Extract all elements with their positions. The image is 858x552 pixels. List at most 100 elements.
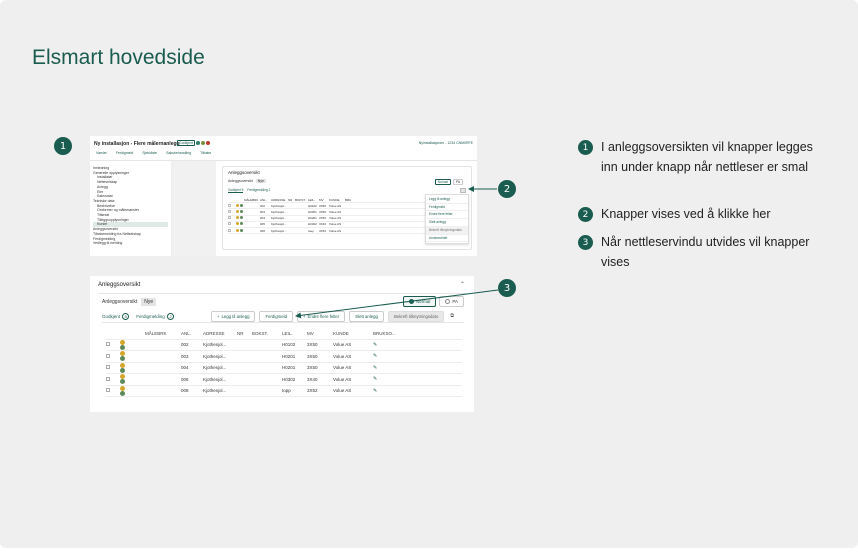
table-cell: Kjothesjol...: [271, 203, 287, 208]
sidebar-item[interactable]: Tilleggsopplysninger: [97, 217, 129, 222]
column-header: BOKST.: [252, 330, 269, 336]
table-row[interactable]: 002 Kjothesjol... H0102 3X50 Volue AS: [228, 203, 428, 210]
row-checkbox[interactable]: [106, 388, 120, 393]
tab-ferdigmelding[interactable]: Ferdigmelding 2: [247, 188, 271, 192]
sidebar-item[interactable]: Generelle opplysninger: [93, 170, 129, 175]
table-cell: 3X50: [319, 216, 327, 221]
status-icon: [120, 362, 125, 368]
menu-sjekkliste[interactable]: Sjekkliste: [142, 151, 158, 155]
table-row[interactable]: 004 Kjothesjol... H0201 3X50 Volue AS ✎: [106, 362, 462, 374]
dropdown-item[interactable]: Legg til anlegg: [426, 196, 468, 204]
toggle-pa[interactable]: PA: [452, 179, 463, 185]
sidebar-item[interactable]: Tilførsel: [97, 213, 110, 218]
sidebar-item[interactable]: Beskrivelse: [97, 203, 115, 208]
sidebar-item[interactable]: Kurser: [93, 222, 168, 228]
checkbox[interactable]: [106, 342, 110, 347]
checkbox[interactable]: [228, 209, 231, 213]
sidebar-item[interactable]: Anlegg: [97, 184, 108, 189]
checkbox[interactable]: [228, 228, 231, 232]
checkbox[interactable]: [106, 376, 110, 381]
table-row[interactable]: 008 Kjothesjol... topp 3X52 Volue AS ✎: [106, 385, 462, 397]
sidebar-item[interactable]: Netteselskap: [97, 180, 118, 185]
sidebar-item[interactable]: Omformer og målemønster: [97, 208, 140, 213]
more-actions-button[interactable]: [460, 188, 466, 193]
table-row[interactable]: 003 Kjothesjol... H0201 3X50 Volue AS ✎: [106, 351, 462, 363]
dropdown-item[interactable]: Bekreft tilknytningsdato: [426, 226, 468, 235]
sidebar-item[interactable]: Ferdigmelding: [93, 236, 116, 241]
row-checkbox[interactable]: [106, 353, 120, 359]
dropdown-item[interactable]: Slett anlegg: [426, 219, 468, 227]
sidebar-item[interactable]: Installatør: [97, 175, 113, 180]
row-checkbox[interactable]: [228, 222, 236, 226]
bekreft-tilknytningsdato-button[interactable]: Bekreft tilknytningsdato: [387, 311, 445, 322]
menu-varsler[interactable]: Varsler: [96, 151, 107, 155]
screenshot-narrow: Ny installasjon - Flere målernanlegg God…: [90, 136, 477, 256]
status-icon: [236, 209, 239, 213]
slett-anlegg-button[interactable]: Slett anlegg: [349, 311, 384, 322]
sidebar-item[interactable]: Eier: [97, 189, 104, 194]
row-checkbox[interactable]: [228, 203, 236, 208]
row-checkbox[interactable]: [228, 209, 236, 214]
column-header: NR: [237, 330, 244, 336]
toggle-normal[interactable]: Normal: [434, 179, 451, 185]
table-row[interactable]: 006 Kjothesjol... H0302 3X40 Volue AS ✎: [106, 374, 462, 386]
edit-pencil-icon[interactable]: ✎: [373, 353, 378, 360]
tab-godkjent[interactable]: Godkjent 5: [228, 188, 244, 193]
sidebar-item[interactable]: Anleggsoversikt: [93, 227, 118, 232]
checkbox[interactable]: [106, 365, 110, 370]
tab-godkjent-label: Godkjent: [102, 314, 121, 319]
edit-pencil-icon[interactable]: ✎: [373, 341, 378, 348]
edit-pencil-icon[interactable]: ✎: [373, 364, 378, 371]
row-checkbox[interactable]: [106, 365, 120, 370]
toggle-pa[interactable]: PA: [439, 296, 464, 307]
checkbox[interactable]: [106, 353, 110, 358]
menu-tilbake[interactable]: Tilbake: [200, 151, 212, 155]
sidebar-item[interactable]: Tekniske data: [93, 198, 115, 203]
dropdown-item[interactable]: Endre flere felter: [426, 211, 468, 220]
table-header: MÅLEBRK ANL. ADRESSE NR BOKST. LEIL. MV KUNDE BR…: [106, 328, 462, 340]
sidebar-item[interactable]: Tilbakemelding fra Nettselskap: [93, 231, 141, 236]
menu-ferdigmeld[interactable]: Ferdigmeld: [115, 151, 134, 155]
table-row[interactable]: 004 Kjothesjol... H0201 3X50 Volue AS: [228, 216, 428, 222]
table-cell: 3X40: [307, 376, 318, 382]
table-cell: toep: [308, 228, 314, 233]
row-checkbox[interactable]: [106, 376, 120, 382]
column-header: MV: [307, 330, 314, 336]
legg-til-anlegg-button[interactable]: + Legg til anlegg: [211, 311, 256, 322]
table-cell: 003: [260, 209, 266, 214]
row-checkbox[interactable]: [228, 216, 236, 220]
row-checkbox[interactable]: [228, 228, 236, 233]
tab-ferdigmelding[interactable]: Ferdigmelding 2: [136, 313, 175, 323]
chevron-up-icon[interactable]: ⌃: [459, 282, 465, 288]
edit-pencil-icon[interactable]: ✎: [373, 387, 378, 394]
export-icon[interactable]: ⧉: [450, 313, 454, 319]
table-cell: Volue AS: [329, 222, 342, 227]
status-icons: [236, 203, 244, 208]
dropdown-item[interactable]: Ferdigmeld: [426, 204, 468, 212]
status-icon: [120, 339, 125, 345]
tab-count: 2: [167, 313, 175, 320]
table-cell: H0102: [308, 203, 317, 208]
table-row[interactable]: 003 Kjothesjol... H0201 3X50 Volue AS: [228, 209, 428, 216]
column-header: ADRESSE: [271, 197, 286, 202]
table-row[interactable]: 005 Kjothesjol... H0302 3X40 Volue AS: [228, 222, 428, 228]
table-cell: 002: [260, 203, 266, 208]
status-icons: [120, 362, 145, 373]
checkbox[interactable]: [228, 216, 231, 220]
checkbox[interactable]: [106, 388, 110, 393]
row-checkbox[interactable]: [106, 342, 120, 347]
table-row[interactable]: 006 Kjothesjol... toep 3X52 Volue AS: [228, 228, 428, 235]
dropdown-item[interactable]: Undermeldet: [426, 235, 468, 243]
menu-saksbehandling[interactable]: Saksbehandling: [166, 151, 192, 155]
status-icons: [120, 351, 145, 362]
edit-pencil-icon[interactable]: ✎: [373, 376, 378, 383]
sidebar-item[interactable]: Vedlegg til melding: [93, 241, 123, 246]
sidebar-item[interactable]: Saksnotat: [97, 194, 113, 199]
actions-dropdown: Legg til anlegg Ferdigmeld Endre flere fel…: [425, 194, 469, 245]
anlegg-row: Anleggsoversikt Nye: [102, 298, 157, 306]
ferdigmeld-button[interactable]: Ferdigmeld: [259, 311, 293, 322]
sidebar-item[interactable]: Innledning: [93, 166, 110, 170]
table-row[interactable]: 002 Kjothesjol... H0102 3X50 Volue AS ✎: [106, 339, 462, 351]
checkbox[interactable]: [228, 203, 231, 207]
checkbox[interactable]: [228, 222, 231, 226]
